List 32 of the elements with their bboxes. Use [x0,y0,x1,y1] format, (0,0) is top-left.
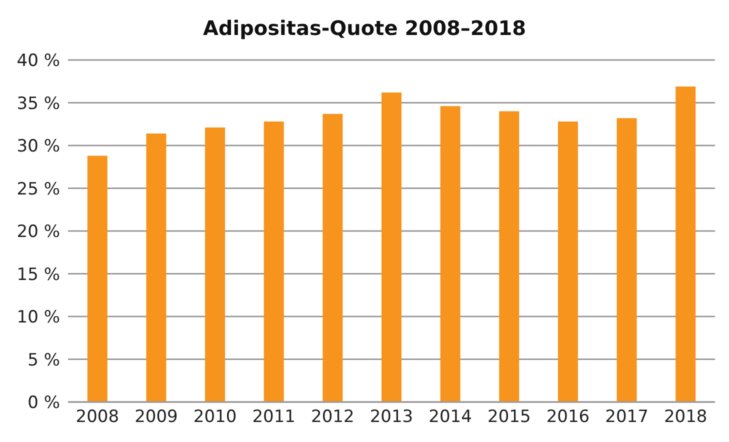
x-tick-label: 2010 [193,407,237,428]
y-tick-label: 25 % [16,179,60,200]
bar [676,86,696,402]
bar [499,111,520,402]
x-tick-label: 2016 [546,407,590,428]
x-tick-label: 2008 [76,407,120,428]
bar [558,122,578,402]
x-tick-label: 2012 [311,407,354,428]
bar [322,114,343,402]
y-tick-label: 30 % [16,136,60,157]
x-tick-label: 2011 [252,407,296,428]
bar [87,156,108,402]
x-tick-label: 2009 [134,407,178,428]
x-tick-label: 2017 [605,407,648,428]
bar [205,128,226,402]
x-tick-label: 2014 [428,407,472,428]
x-tick-label: 2015 [488,407,531,428]
y-tick-label: 40 % [16,51,60,72]
bar [382,92,402,402]
x-tick-label: 2013 [370,407,414,428]
bar [616,118,637,402]
y-tick-label: 35 % [16,94,60,114]
y-tick-label: 20 % [16,222,60,242]
chart-title: Adipositas-Quote 2008–2018 [202,15,528,42]
bar [264,122,284,402]
bar [440,106,460,402]
x-tick-label: 2018 [664,407,708,428]
y-tick-label: 10 % [16,308,60,328]
y-tick-label: 15 % [16,264,60,285]
y-tick-label: 0 % [28,393,60,414]
y-tick-label: 5 % [28,350,60,370]
bar [146,134,166,402]
